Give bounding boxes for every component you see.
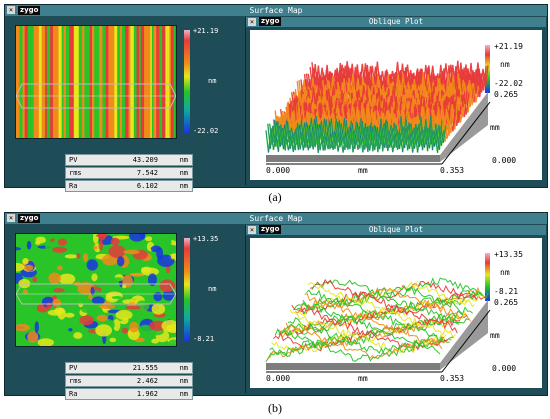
- zygo-logo: zygo: [18, 6, 41, 15]
- x-end-label: 0.353: [440, 374, 465, 383]
- stat-label: PV: [69, 364, 78, 372]
- stat-row-ra: Ra 6.102 nm: [65, 180, 193, 192]
- oblique-plot[interactable]: +21.19 nm -22.02 0.265 mm 0.000 0.000 mm…: [250, 30, 542, 180]
- oblique-titlebar: × zygo Oblique Plot: [246, 225, 546, 235]
- oblique-plot[interactable]: +13.35 nm -8.21 0.265 mm 0.000 0.000 mm …: [250, 238, 542, 388]
- oblique-title: Oblique Plot: [368, 225, 424, 234]
- stat-row-rms: rms 7.542 nm: [65, 167, 193, 179]
- window-title: Surface Map: [249, 214, 303, 223]
- stat-unit: nm: [179, 390, 188, 398]
- stat-value: 7.542: [136, 169, 158, 177]
- stat-value: 43.209: [132, 156, 158, 164]
- stat-row-ra: Ra 1.962 nm: [65, 388, 193, 400]
- stat-value: 1.962: [136, 390, 158, 398]
- stat-row-rms: rms 2.462 nm: [65, 375, 193, 387]
- z-min-label: -22.02: [494, 79, 523, 88]
- colorbar: [184, 238, 190, 341]
- stat-value: 2.462: [136, 377, 158, 385]
- y-zero-label: 0.000: [492, 364, 517, 373]
- surface-map-window-b: × zygo Surface Map +13.35 nm -8.21 PV 21…: [4, 212, 548, 400]
- close-icon[interactable]: ×: [7, 6, 15, 14]
- colorbar-unit: nm: [208, 285, 217, 293]
- y-unit-label: mm: [490, 123, 500, 132]
- x-unit-label: mm: [358, 374, 368, 383]
- colorbar-min: -22.02: [193, 127, 219, 135]
- surface-map-window-a: × zygo Surface Map +21.19 nm -22.02 PV 4…: [4, 4, 548, 192]
- close-icon[interactable]: ×: [7, 214, 15, 222]
- window-titlebar: × zygo Surface Map: [5, 213, 547, 224]
- zygo-logo: zygo: [259, 17, 282, 26]
- oblique-plot-pane: × zygo Oblique Plot +13.35 nm -8.21 0.26…: [245, 225, 546, 393]
- x-start-label: 0.000: [266, 374, 291, 383]
- colorbar-max: +13.35: [193, 235, 219, 243]
- stat-label: rms: [69, 169, 82, 177]
- close-icon[interactable]: ×: [248, 18, 256, 26]
- oblique-title: Oblique Plot: [368, 17, 424, 26]
- z-min-label: -8.21: [494, 287, 519, 296]
- z-max-label: +13.35: [494, 250, 523, 259]
- stat-label: Ra: [69, 182, 78, 190]
- x-unit-label: mm: [358, 166, 368, 175]
- caption-a: (a): [268, 190, 282, 204]
- stat-unit: nm: [179, 156, 188, 164]
- stat-row-pv: PV 21.555 nm: [65, 362, 193, 374]
- zygo-logo: zygo: [259, 225, 282, 234]
- window-titlebar: × zygo Surface Map: [5, 5, 547, 16]
- y-extent-label: 0.265: [494, 90, 519, 99]
- oblique-titlebar: × zygo Oblique Plot: [246, 17, 546, 27]
- stat-unit: nm: [179, 377, 188, 385]
- zygo-logo: zygo: [18, 214, 41, 223]
- surface-map-image[interactable]: [15, 25, 177, 139]
- surface-map-image[interactable]: [15, 233, 177, 347]
- window-title: Surface Map: [249, 6, 303, 15]
- surface-map-pane: +21.19 nm -22.02 PV 43.209 nm rms 7.542 …: [7, 17, 239, 192]
- caption-b: (b): [268, 401, 282, 415]
- stat-unit: nm: [179, 182, 188, 190]
- surface-map-pane: +13.35 nm -8.21 PV 21.555 nm rms 2.462 n…: [7, 225, 239, 400]
- stat-row-pv: PV 43.209 nm: [65, 154, 193, 166]
- z-max-label: +21.19: [494, 42, 523, 51]
- z-unit-label: nm: [500, 268, 510, 277]
- stat-label: rms: [69, 377, 82, 385]
- close-icon[interactable]: ×: [248, 226, 256, 234]
- colorbar-min: -8.21: [193, 335, 215, 343]
- x-start-label: 0.000: [266, 166, 291, 175]
- stat-unit: nm: [179, 364, 188, 372]
- stat-label: PV: [69, 156, 78, 164]
- z-unit-label: nm: [500, 60, 510, 69]
- colorbar-max: +21.19: [193, 27, 219, 35]
- x-end-label: 0.353: [440, 166, 465, 175]
- stat-label: Ra: [69, 390, 78, 398]
- colorbar: [184, 30, 190, 133]
- oblique-plot-pane: × zygo Oblique Plot +21.19 nm -22.02 0.2…: [245, 17, 546, 185]
- y-zero-label: 0.000: [492, 156, 517, 165]
- colorbar-unit: nm: [208, 77, 217, 85]
- stat-value: 21.555: [132, 364, 158, 372]
- y-extent-label: 0.265: [494, 298, 519, 307]
- stat-value: 6.102: [136, 182, 158, 190]
- statistics-table: PV 43.209 nm rms 7.542 nm Ra 6.102 nm: [65, 154, 193, 193]
- statistics-table: PV 21.555 nm rms 2.462 nm Ra 1.962 nm: [65, 362, 193, 401]
- y-unit-label: mm: [490, 331, 500, 340]
- stat-unit: nm: [179, 169, 188, 177]
